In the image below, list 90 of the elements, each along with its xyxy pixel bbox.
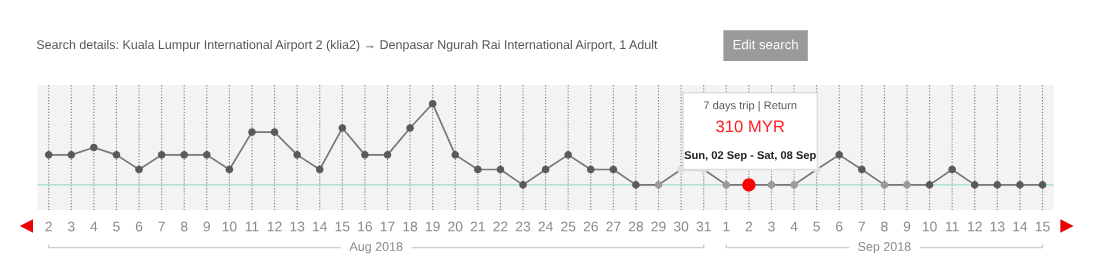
point bbox=[361, 151, 369, 159]
point bbox=[225, 165, 234, 174]
point bbox=[632, 181, 640, 189]
point bbox=[474, 165, 482, 174]
point bbox=[519, 181, 527, 189]
x-tick-label: 10 bbox=[922, 221, 937, 232]
chart-title: Search details: Kuala Lumpur International Airport 2 (klia2) → Denpasar Ngurah Rai International Airport, 1 Adult bbox=[36, 39, 658, 52]
point bbox=[970, 181, 979, 189]
point bbox=[293, 151, 301, 159]
x-tick-label: 14 bbox=[1013, 221, 1028, 232]
x-tick-label: 3 bbox=[67, 221, 75, 232]
point bbox=[993, 181, 1002, 189]
point bbox=[541, 165, 550, 174]
x-tick-label: 7 bbox=[858, 221, 865, 232]
x-tick-label: 30 bbox=[673, 221, 689, 232]
point bbox=[564, 151, 572, 159]
text: Aug 2018 bbox=[349, 242, 403, 254]
x-tick-label: 6 bbox=[836, 221, 843, 232]
x-tick-label: 2 bbox=[745, 221, 753, 232]
point bbox=[270, 128, 279, 136]
x-tick-label: 15 bbox=[335, 221, 350, 232]
x-tick-label: 5 bbox=[813, 221, 820, 232]
x-tick-label: 16 bbox=[358, 221, 373, 232]
x-tick-label: 28 bbox=[628, 221, 644, 232]
text: Sep 2018 bbox=[858, 242, 911, 254]
point bbox=[112, 151, 121, 159]
x-tick-label: 11 bbox=[245, 221, 259, 232]
annotation: Sun, 02 Sep - Sat, 08 Sep bbox=[684, 151, 816, 162]
point bbox=[315, 165, 324, 174]
point bbox=[586, 165, 595, 174]
point bbox=[925, 181, 934, 189]
point bbox=[180, 151, 189, 159]
point bbox=[609, 165, 618, 174]
x-tick-label: 25 bbox=[561, 221, 576, 232]
point bbox=[67, 151, 76, 159]
x-tick-label: 27 bbox=[606, 221, 621, 232]
point bbox=[203, 151, 211, 159]
x-tick-label: 14 bbox=[313, 221, 328, 232]
x-tick-label: 9 bbox=[203, 221, 210, 232]
x-tick-label: 3 bbox=[768, 221, 775, 232]
x-tick-label: 2 bbox=[45, 221, 52, 232]
point bbox=[903, 181, 911, 189]
annotation: 310 MYR bbox=[716, 120, 785, 133]
point bbox=[858, 165, 866, 174]
x-tick-label: 13 bbox=[990, 221, 1005, 232]
annotation: 7 days trip | Return bbox=[703, 101, 797, 112]
point bbox=[248, 128, 256, 136]
point bbox=[406, 124, 414, 132]
x-tick-label: 13 bbox=[290, 221, 305, 232]
x-tick-label: 4 bbox=[90, 221, 98, 232]
x-tick-label: 19 bbox=[426, 221, 440, 232]
point bbox=[135, 165, 143, 174]
point bbox=[1016, 181, 1024, 189]
x-tick-label: 5 bbox=[113, 221, 120, 232]
point bbox=[790, 181, 798, 189]
x-tick-label: 12 bbox=[968, 221, 982, 232]
x-tick-label: 10 bbox=[222, 221, 237, 232]
point bbox=[948, 165, 956, 174]
point bbox=[835, 151, 844, 159]
x-tick-label: 7 bbox=[158, 221, 165, 232]
point bbox=[722, 181, 731, 189]
point bbox=[428, 99, 437, 108]
x-tick-label: 17 bbox=[380, 221, 395, 232]
point bbox=[451, 151, 460, 159]
x-tick-label: 8 bbox=[180, 221, 188, 232]
x-tick-label: 26 bbox=[583, 221, 598, 232]
x-tick-label: 12 bbox=[267, 221, 282, 232]
x-tick-label: 29 bbox=[651, 221, 666, 232]
x-tick-label: 20 bbox=[448, 221, 463, 232]
x-tick-label: 21 bbox=[470, 221, 485, 232]
point bbox=[496, 165, 505, 174]
text: Edit search bbox=[733, 39, 798, 50]
x-tick-label: 9 bbox=[903, 221, 911, 232]
x-tick-label: 1 bbox=[723, 221, 730, 232]
point bbox=[767, 181, 776, 189]
x-tick-label: 22 bbox=[493, 221, 508, 232]
x-tick-label: 15 bbox=[1035, 221, 1050, 232]
point bbox=[880, 181, 889, 189]
x-tick-label: 6 bbox=[135, 221, 143, 232]
x-tick-label: 8 bbox=[881, 221, 888, 232]
point bbox=[338, 124, 347, 132]
x-tick-label: 23 bbox=[515, 221, 531, 232]
point bbox=[157, 151, 166, 159]
x-tick-label: 24 bbox=[538, 221, 553, 232]
point bbox=[44, 151, 53, 159]
point bbox=[90, 143, 98, 152]
x-tick-label: 11 bbox=[946, 221, 959, 232]
x-tick-label: 18 bbox=[403, 221, 418, 232]
x-tick-label: 31 bbox=[696, 221, 711, 232]
x-tick-label: 4 bbox=[790, 221, 798, 232]
